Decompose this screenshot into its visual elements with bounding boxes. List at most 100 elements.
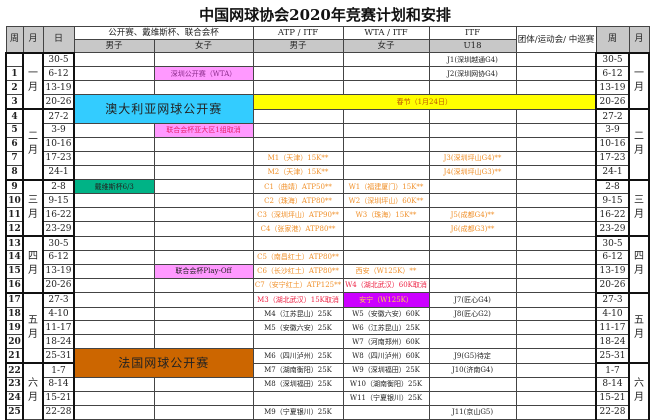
month-label-right: 四月 xyxy=(628,235,650,294)
month-label: 二月 xyxy=(22,108,44,181)
table-row: 25 22-28 M9（宁夏银川）25K J11(京山G5) 22-28 xyxy=(5,404,649,420)
date-range: 3-9 xyxy=(42,122,75,138)
wta-event: W5（安徽六安）60K xyxy=(342,306,430,322)
table-row: 22 六月 1-7 M7（湖南衡阳）25K W9（深圳福田）25K J10(济南G4) 1-… xyxy=(5,362,650,420)
date-range: 16-22 xyxy=(42,207,75,223)
itf-event xyxy=(428,390,517,406)
men-event xyxy=(73,320,155,336)
date-range: 23-29 xyxy=(42,221,75,237)
women-event xyxy=(153,376,254,392)
atp-event: M6（四川泸州）25K xyxy=(252,348,344,364)
itf-event: J1(深圳越通G4) xyxy=(428,51,517,68)
atp-event xyxy=(252,334,344,350)
date-range-right: 18-24 xyxy=(595,334,631,350)
date-range: 22-28 xyxy=(42,404,75,420)
atp-event xyxy=(252,390,344,406)
table-row: 13 四月 30-5 30-5 四月 xyxy=(5,235,650,294)
itf-event: J11(京山G5) xyxy=(428,404,517,420)
women-event xyxy=(153,320,254,336)
team-event xyxy=(515,320,597,336)
women-event xyxy=(153,292,254,308)
team-event xyxy=(515,136,597,152)
date-range-right: 23-29 xyxy=(595,221,631,237)
team-event xyxy=(515,193,597,209)
men-event xyxy=(73,221,155,237)
month-label: 五月 xyxy=(22,291,44,364)
date-range-right: 15-21 xyxy=(595,390,631,406)
men-event xyxy=(73,51,155,68)
women-event: 深圳公开赛（WTA） xyxy=(153,66,254,82)
page-title: 中国网球协会2020年竞赛计划和安排 xyxy=(199,6,451,24)
date-range: 13-19 xyxy=(42,263,75,279)
atp-event: M5（安徽六安）25K xyxy=(252,320,344,336)
date-range-right: 6-12 xyxy=(595,249,631,265)
women-event xyxy=(153,179,254,195)
week-number: 11 xyxy=(5,207,24,223)
date-range-right: 17-23 xyxy=(595,150,631,166)
header-month-right: 月 xyxy=(628,26,650,53)
men-event xyxy=(73,277,155,294)
table-row: 10 9-15 C2（珠海）ATP80** W2（深圳坪山）60K** 9-15 xyxy=(5,193,649,209)
men-event xyxy=(73,292,155,308)
month-label-right: 二月 xyxy=(628,108,650,181)
atp-event xyxy=(252,136,344,152)
date-range-right: 20-26 xyxy=(595,277,631,294)
atp-event: C3（深圳坪山）ATP90** xyxy=(252,207,344,223)
wta-event xyxy=(342,221,430,237)
header-women: 女子 xyxy=(153,39,254,53)
wta-event: W10（湖南衡阳）25K xyxy=(342,376,430,392)
atp-event: M7（湖南衡阳）25K xyxy=(252,362,344,378)
team-event xyxy=(515,221,597,237)
itf-event xyxy=(428,179,517,195)
team-event xyxy=(515,249,597,265)
date-range-right: 1-7 xyxy=(595,362,631,378)
women-event xyxy=(153,277,254,294)
wta-event: W9（深圳福田）25K xyxy=(342,362,430,378)
table-row: 18 4-10 M4（江苏昆山）25K W5（安徽六安）60K J8(匠心G2) 4-10 xyxy=(5,306,649,322)
atp-event: C4（张家港）ATP80** xyxy=(252,221,344,237)
week-number: 3 xyxy=(5,94,24,110)
table-row: 1 6-12 深圳公开赛（WTA） J2(深圳网协G4) 6-12 xyxy=(5,66,649,82)
table-row: 一月 30-5 J1(深圳越通G4) 30-5 一月 xyxy=(5,51,650,110)
itf-event xyxy=(428,136,517,152)
atp-event xyxy=(252,80,344,96)
table-row: 20 18-24 W7（河南郑州）60K 18-24 xyxy=(5,334,649,350)
women-event xyxy=(153,221,254,237)
wta-event: W3（珠海）15K** xyxy=(342,207,430,223)
date-range-right: 13-19 xyxy=(595,263,631,279)
wta-event: 西安（W125K）** xyxy=(342,263,430,279)
atp-event: C1（曲靖）ATP50** xyxy=(252,179,344,195)
women-event xyxy=(153,193,254,209)
date-range: 17-23 xyxy=(42,150,75,166)
wta-event xyxy=(342,136,430,152)
table-row: 23 8-14 M8（深圳福田）25K W10（湖南衡阳）25K 8-14 xyxy=(5,376,649,392)
table-row: 24 15-21 W11（宁夏银川）25K 15-21 xyxy=(5,390,649,406)
date-range-right: 4-10 xyxy=(595,306,631,322)
team-event xyxy=(515,348,597,364)
women-event xyxy=(153,235,254,251)
table-row: 12 23-29 C4（张家港）ATP80** J6(成都G3)** 23-29 xyxy=(5,221,649,237)
date-range-right: 3-9 xyxy=(595,122,631,138)
atp-event: C7（安宁红土）ATP125** xyxy=(252,277,344,294)
date-range: 2-8 xyxy=(42,178,75,195)
women-event xyxy=(153,404,254,420)
team-event xyxy=(515,404,597,420)
week-number: 5 xyxy=(5,122,24,138)
week-number: 23 xyxy=(5,376,24,392)
date-range-right: 11-17 xyxy=(595,320,631,336)
week-number: 7 xyxy=(5,150,24,166)
header-week-right: 周 xyxy=(595,26,630,53)
date-range: 9-15 xyxy=(42,193,75,209)
week-number: 14 xyxy=(5,249,24,265)
itf-event xyxy=(428,235,517,251)
men-event xyxy=(73,334,155,350)
date-range-right: 27-3 xyxy=(595,291,631,308)
date-range-right: 27-2 xyxy=(595,108,631,124)
month-label: 一月 xyxy=(22,51,44,110)
week-number: 6 xyxy=(5,136,24,152)
wta-event xyxy=(342,108,430,124)
wta-event: W8（四川泸州）60K xyxy=(342,348,430,364)
table-row: 14 6-12 C5（南昌红土）ATP80** 6-12 xyxy=(5,249,649,265)
atp-event: C6（长沙红土）ATP80** xyxy=(252,263,344,279)
month-label-right: 六月 xyxy=(628,362,650,420)
